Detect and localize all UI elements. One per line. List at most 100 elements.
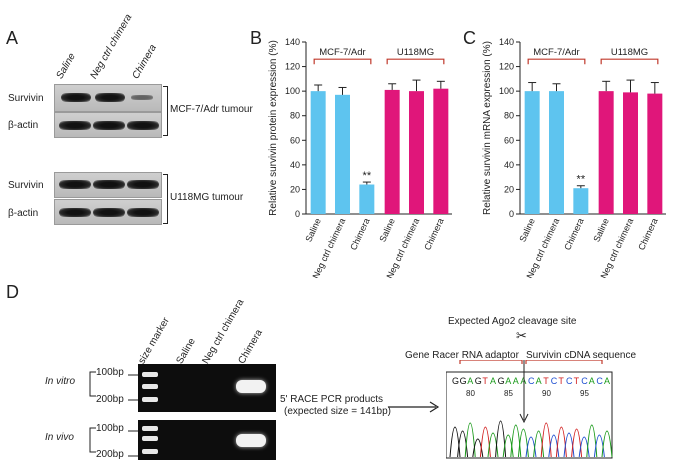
bar	[433, 88, 449, 214]
gel-marker-band	[142, 384, 158, 389]
marker-200-vitro: 200bp	[96, 394, 124, 405]
group-label: U118MG	[611, 47, 648, 58]
base-call: A	[513, 376, 519, 386]
cleavage-site-label: Expected Ago2 cleavage site	[448, 316, 577, 327]
marker-100-vitro: 100bp	[96, 367, 124, 378]
group-label-u118: U118MG tumour	[170, 192, 244, 203]
y-tick-label: 120	[499, 62, 514, 72]
y-tick-label: 80	[290, 111, 300, 121]
lane-label-neg-ctrl: Neg ctrl chimera	[88, 12, 135, 81]
blot-survivin-mcf	[54, 84, 162, 112]
base-call: T	[482, 376, 488, 386]
gel-marker-band	[142, 436, 158, 441]
scissors-icon: ✂	[516, 328, 527, 343]
y-tick-label: 20	[504, 184, 514, 194]
trace-peak	[578, 436, 590, 458]
gel-marker-band	[142, 372, 158, 377]
blot-actin-mcf	[54, 112, 162, 138]
group-bracket	[386, 58, 445, 65]
base-call: A	[505, 376, 511, 386]
base-call: G	[452, 376, 459, 386]
gel-product-band	[236, 380, 266, 393]
chart-b: 0 20 40 60 80 100 120 140 Relative survivin prot…	[268, 37, 452, 278]
row-label-in-vivo: In vivo	[45, 432, 74, 443]
band	[59, 180, 91, 189]
panel-label-c: C	[463, 28, 476, 48]
gel-marker-band	[142, 426, 158, 431]
marker-100-vivo: 100bp	[96, 423, 124, 434]
panel-label-d: D	[6, 282, 19, 302]
base-position: 90	[542, 389, 551, 398]
bar	[335, 94, 350, 214]
y-tick-label: 120	[285, 62, 300, 72]
row-label-survivin-2: Survivin	[8, 180, 44, 191]
band	[131, 95, 153, 100]
significance-label: **	[363, 170, 372, 182]
group-brace-mcf	[163, 86, 168, 136]
band	[127, 180, 159, 189]
chart-c: 0 20 40 60 80 100 120 140 Relative survivin mRNA…	[482, 37, 666, 278]
x-tick-label: Saline	[377, 217, 397, 244]
y-tick-label: 140	[285, 37, 300, 47]
base-call: C	[566, 376, 573, 386]
base-call: A	[536, 376, 542, 386]
base-call: G	[475, 376, 482, 386]
row-label-in-vitro: In vitro	[45, 376, 76, 387]
y-tick-label: 100	[285, 86, 300, 96]
bar	[549, 91, 564, 214]
x-tick-label: Chimera	[562, 217, 585, 252]
trace-peak	[525, 436, 537, 458]
trace-peak	[548, 434, 560, 458]
band	[93, 208, 125, 217]
bar	[598, 91, 614, 214]
band	[93, 121, 125, 130]
row-label-actin-1: β-actin	[8, 120, 39, 131]
base-call: T	[543, 376, 549, 386]
group-bracket	[527, 58, 586, 65]
y-axis-label: Relative survivin protein expression (%)	[268, 40, 279, 216]
gel-marker-band	[142, 397, 158, 402]
trace-peak	[601, 430, 613, 458]
group-label: U118MG	[397, 47, 434, 58]
row-label-survivin-1: Survivin	[8, 93, 44, 104]
trace-peak	[472, 438, 484, 458]
chromatogram: G G A G T A G A A A C A T C T C T C A C A80 85 90 95	[446, 360, 613, 459]
band	[59, 208, 91, 217]
band	[127, 208, 159, 217]
y-tick-label: 20	[290, 184, 300, 194]
bar	[623, 92, 638, 214]
base-call: A	[520, 376, 526, 386]
row-label-actin-2: β-actin	[8, 208, 39, 219]
base-call: A	[490, 376, 496, 386]
bar	[409, 91, 424, 214]
adaptor-bracket	[459, 360, 523, 364]
base-position: 95	[580, 389, 589, 398]
base-call: C	[551, 376, 558, 386]
bar	[359, 184, 375, 214]
base-call: G	[498, 376, 505, 386]
marker-ticks	[89, 371, 138, 457]
panel-label-b: B	[250, 28, 263, 48]
band	[59, 121, 91, 130]
trace-peak	[593, 434, 605, 458]
band	[61, 93, 91, 102]
base-call: A	[589, 376, 595, 386]
gel-marker-band	[142, 449, 158, 454]
trace-peak	[563, 432, 575, 458]
bar	[524, 91, 540, 214]
gel-in-vitro	[138, 364, 276, 412]
trace-peak	[487, 432, 499, 458]
lane-label-saline-d: Saline	[174, 336, 198, 366]
bar	[647, 93, 663, 214]
y-axis-label: Relative survivin mRNA expression (%)	[482, 41, 493, 215]
group-brace-u118	[163, 174, 168, 224]
group-label-mcf: MCF-7/Adr tumour	[170, 104, 253, 115]
adaptor-label: Gene Racer RNA adaptor	[405, 350, 519, 361]
blot-survivin-u118	[54, 172, 162, 198]
x-tick-label: Saline	[517, 217, 537, 244]
gel-product-band	[236, 434, 266, 447]
trace-peak	[457, 430, 469, 458]
marker-200-vivo: 200bp	[96, 449, 124, 460]
base-position: 85	[504, 389, 513, 398]
y-tick-label: 40	[504, 160, 514, 170]
